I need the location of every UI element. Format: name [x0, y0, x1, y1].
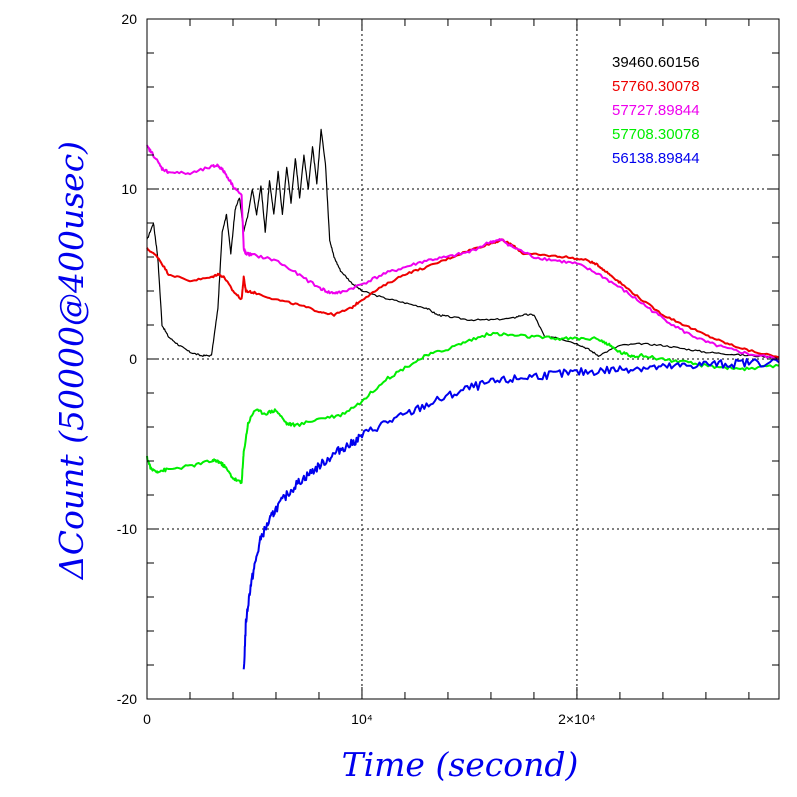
series-line-4	[242, 358, 780, 670]
legend-entry-3: 57708.30078	[612, 126, 700, 143]
x-tick-label-1: 10⁴	[351, 711, 373, 727]
legend: 39460.60156 57760.30078 57727.89844 57708.3…	[612, 54, 700, 167]
series-line-1	[146, 238, 780, 359]
y-tick-label-1: 10	[121, 181, 137, 197]
axis-ticks: 20 10 0 -10 -20 0 10⁴ 2×10⁴	[117, 11, 779, 727]
series-line-3	[146, 331, 780, 485]
legend-entry-1: 57760.30078	[612, 78, 700, 95]
series-line-0	[146, 128, 780, 359]
x-tick-label-2: 2×10⁴	[558, 711, 596, 727]
x-axis-label: Time (second)	[342, 745, 579, 784]
y-tick-label-3: -10	[117, 521, 137, 537]
series-line-2	[146, 144, 780, 361]
y-tick-label-4: -20	[117, 691, 137, 707]
y-tick-label-2: 0	[129, 351, 137, 367]
legend-entry-0: 39460.60156	[612, 54, 700, 71]
legend-entry-4: 56138.89844	[612, 150, 700, 167]
series-group	[146, 128, 780, 670]
grid	[147, 19, 779, 699]
legend-entry-2: 57727.89844	[612, 102, 700, 119]
x-tick-label-0: 0	[143, 711, 151, 727]
y-tick-label-0: 20	[121, 11, 137, 27]
y-axis-label: ΔCount (50000@400usec)	[52, 141, 91, 581]
